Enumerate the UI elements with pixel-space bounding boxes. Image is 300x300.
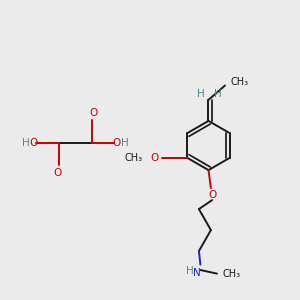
Text: O: O	[29, 137, 38, 148]
Text: H: H	[121, 137, 128, 148]
Text: O: O	[112, 137, 121, 148]
Text: CH₃: CH₃	[223, 268, 241, 279]
Text: H: H	[186, 266, 194, 276]
Text: O: O	[208, 190, 216, 200]
Text: H: H	[22, 137, 29, 148]
Text: H: H	[197, 89, 205, 100]
Text: N: N	[193, 268, 201, 278]
Text: O: O	[53, 167, 61, 178]
Text: O: O	[89, 107, 97, 118]
Text: CH₃: CH₃	[124, 153, 142, 163]
Text: H: H	[214, 89, 222, 100]
Text: CH₃: CH₃	[230, 77, 248, 87]
Text: O: O	[150, 153, 158, 163]
